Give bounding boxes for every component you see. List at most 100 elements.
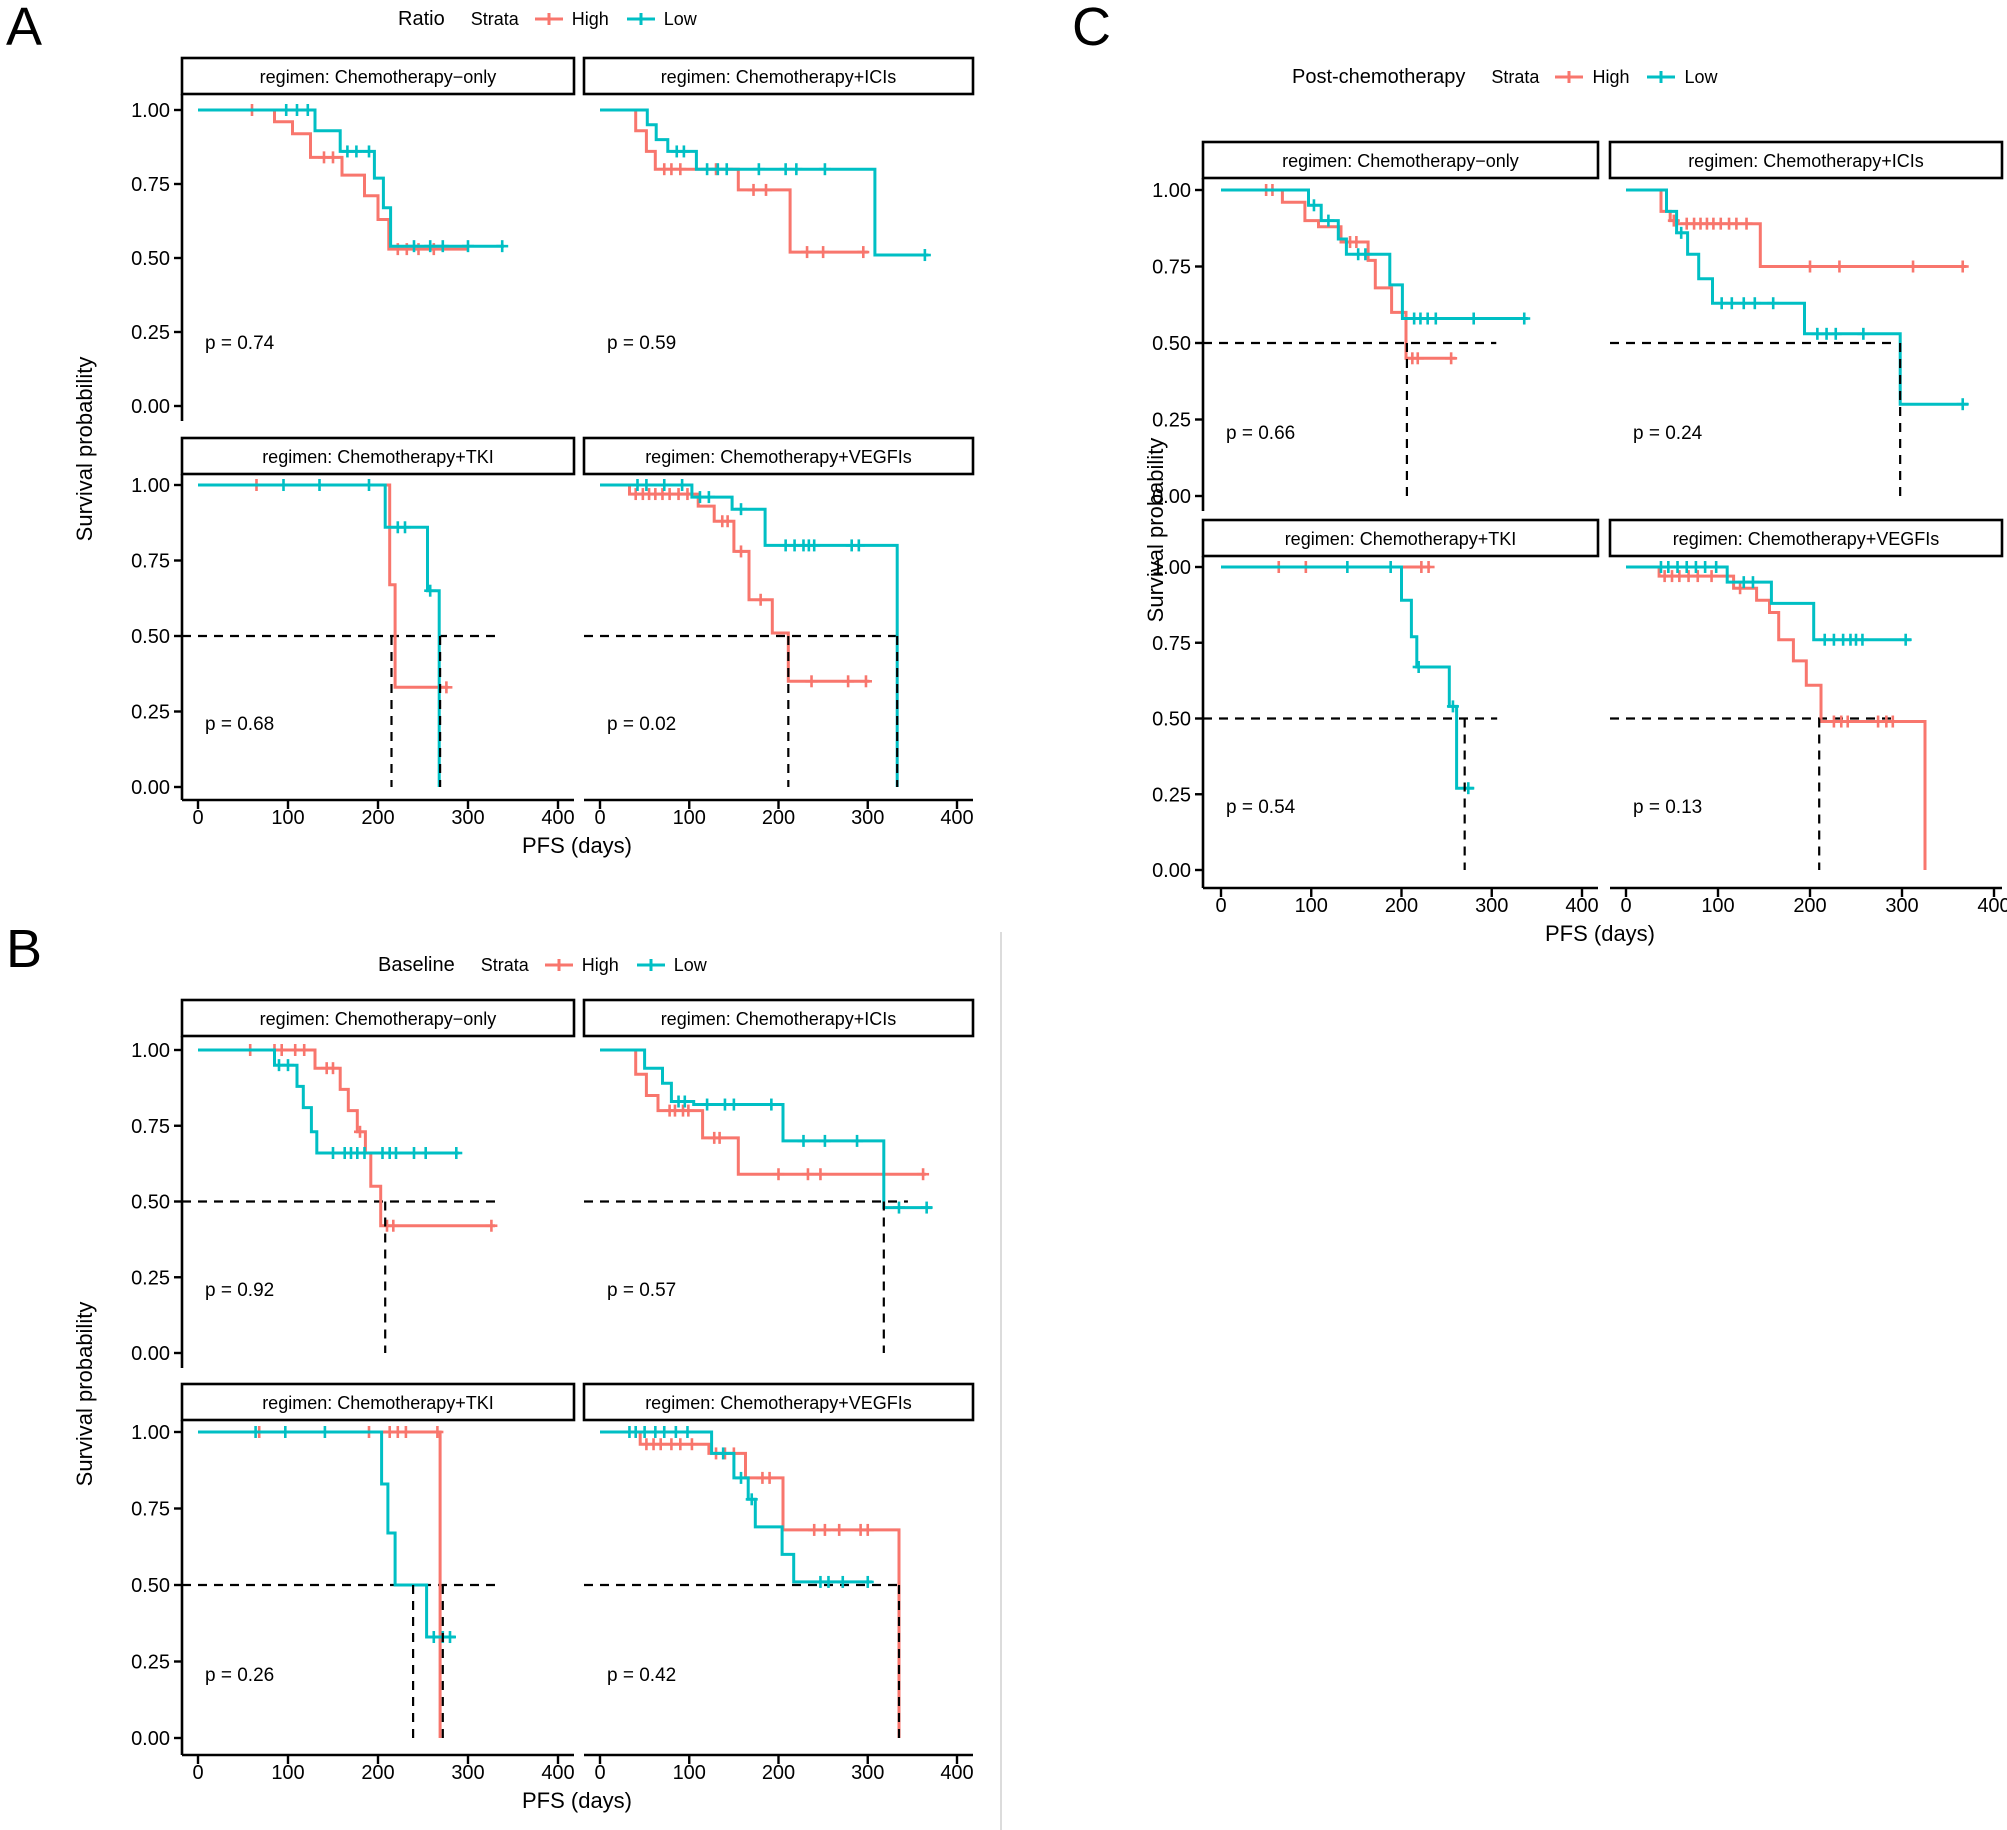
y-tick-label: 1.00	[131, 1422, 170, 1444]
x-tick-label: 300	[851, 1762, 884, 1784]
low-strata-glyph	[635, 957, 667, 973]
x-tick-label: 100	[673, 807, 706, 829]
y-tick-label: 1.00	[1152, 557, 1191, 579]
facet-header-box	[582, 56, 975, 96]
x-tick-label: 0	[1215, 895, 1226, 917]
panel-B-facet-0: regimen: Chemotherapy−only 1.00 0.75 0.50 0.…	[131, 998, 576, 1368]
x-tick-label: 400	[940, 1762, 973, 1784]
legend-panel-A: Ratio Strata High Low	[398, 4, 713, 34]
legend-item-low: Low	[1684, 66, 1718, 87]
y-tick-label: 0.00	[131, 777, 170, 799]
x-tick-label: 0	[192, 1762, 203, 1784]
x-tick-label: 0	[1620, 895, 1631, 917]
y-tick-label: 0.75	[1152, 257, 1191, 279]
x-tick-label: 200	[1793, 895, 1826, 917]
y-tick-label: 0.25	[131, 1652, 170, 1674]
legend-item-low: Low	[663, 8, 697, 29]
legend-item-high: High	[1592, 66, 1630, 87]
facet-title: regimen: Chemotherapy−only	[260, 1009, 497, 1029]
y-tick-label: 0.75	[131, 1499, 170, 1521]
km-curve-low	[1626, 188, 1969, 406]
y-tick-label: 0.25	[131, 702, 170, 724]
x-tick-label: 200	[361, 1762, 394, 1784]
facet-header-box	[1608, 140, 2004, 180]
y-tick-label: 0.75	[131, 1116, 170, 1138]
p-value-label: p = 0.74	[205, 333, 275, 354]
y-tick-label: 0.50	[1152, 709, 1191, 731]
facet-title: regimen: Chemotherapy+VEGFIs	[645, 1393, 912, 1413]
legend-strata-label: Strata	[1491, 66, 1540, 87]
km-curve-high	[600, 483, 870, 683]
x-tick-label: 300	[1885, 895, 1918, 917]
x-tick-label: 0	[192, 807, 203, 829]
y-tick-label: 0.25	[131, 322, 170, 344]
panel-B-facet-3: regimen: Chemotherapy+VEGFIs 0 100 200 300 40…	[582, 1382, 975, 1784]
y-axis-title: Survival probability	[72, 357, 97, 542]
x-tick-label: 400	[940, 807, 973, 829]
y-tick-label: 0.25	[1152, 410, 1191, 432]
p-value-label: p = 0.92	[205, 1280, 274, 1301]
y-axis-title: Survival probability	[1143, 438, 1168, 623]
facet-title: regimen: Chemotherapy+VEGFIs	[645, 447, 912, 467]
legend-title: Ratio	[398, 7, 445, 30]
km-curve-low	[1221, 565, 1474, 790]
x-tick-label: 300	[451, 807, 484, 829]
x-tick-label: 300	[851, 807, 884, 829]
x-tick-label: 100	[1701, 895, 1734, 917]
y-tick-label: 0.75	[131, 174, 170, 196]
facet-header-box	[582, 998, 975, 1038]
km-curve-high	[198, 108, 468, 251]
p-value-label: p = 0.68	[205, 714, 274, 735]
km-curve-low	[600, 108, 929, 257]
facet-header-box	[180, 436, 576, 476]
x-tick-label: 400	[1565, 895, 1598, 917]
y-tick-label: 0.50	[131, 1575, 170, 1597]
panel-letter-B: B	[6, 919, 43, 979]
y-tick-label: 0.00	[131, 1728, 170, 1750]
panel-A-facet-2: regimen: Chemotherapy+TKI 1.00 0.75 0.50 0.2…	[131, 436, 576, 829]
y-tick-label: 1.00	[1152, 180, 1191, 202]
facet-header-box	[1201, 140, 1600, 180]
y-tick-label: 0.00	[131, 1343, 170, 1365]
legend-strata-label: Strata	[470, 8, 519, 29]
panel-B: PFS (days) Survival probability regimen: C…	[72, 998, 975, 1813]
km-curve-high	[198, 1048, 495, 1228]
y-tick-label: 0.50	[131, 626, 170, 648]
y-tick-label: 0.25	[131, 1267, 170, 1289]
x-tick-label: 0	[594, 807, 605, 829]
p-value-label: p = 0.42	[607, 1665, 676, 1686]
x-axis-title: PFS (days)	[522, 1788, 632, 1813]
x-tick-label: 300	[1475, 895, 1508, 917]
x-tick-label: 100	[1295, 895, 1328, 917]
p-value-label: p = 0.13	[1633, 797, 1702, 818]
legend-title: Post-chemotherapy	[1292, 65, 1466, 88]
panel-C-facet-2: regimen: Chemotherapy+TKI 1.00 0.75 0.50 0.2…	[1152, 518, 1600, 917]
facet-header-box	[180, 56, 576, 96]
km-curve-high	[1626, 565, 1927, 870]
legend-item-high: High	[581, 954, 619, 975]
y-tick-label: 0.25	[1152, 784, 1191, 806]
y-tick-label: 1.00	[131, 475, 170, 497]
x-tick-label: 400	[541, 1762, 574, 1784]
facet-title: regimen: Chemotherapy+TKI	[262, 447, 494, 467]
km-curve-low	[1626, 565, 1912, 642]
panel-letter-C: C	[1072, 0, 1111, 57]
facet-title: regimen: Chemotherapy+ICIs	[661, 1009, 897, 1029]
panel-A-facet-1: regimen: Chemotherapy+ICIs p = 0.59	[582, 56, 975, 354]
p-value-label: p = 0.54	[1226, 797, 1296, 818]
p-value-label: p = 0.57	[607, 1280, 676, 1301]
x-tick-label: 400	[541, 807, 574, 829]
high-strata-glyph	[533, 11, 565, 27]
km-curve-high	[600, 1048, 926, 1176]
facet-title: regimen: Chemotherapy+TKI	[262, 1393, 494, 1413]
legend-title: Baseline	[378, 953, 455, 976]
km-curve-low	[198, 1048, 459, 1155]
panel-divider	[1000, 932, 1002, 1830]
y-tick-label: 0.75	[131, 551, 170, 573]
x-tick-label: 200	[762, 1762, 795, 1784]
km-curve-high	[1221, 188, 1456, 360]
facet-header-box	[1608, 518, 2004, 558]
legend-panel-C: Post-chemotherapy Strata High Low	[1292, 62, 1734, 92]
